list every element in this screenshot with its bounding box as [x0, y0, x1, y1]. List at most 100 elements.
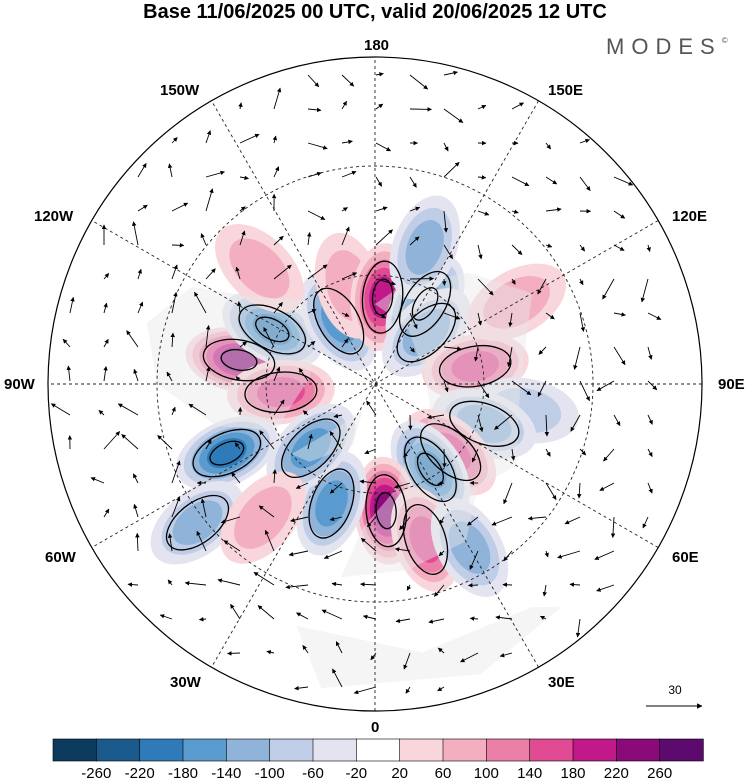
colorbar-swatch [269, 738, 314, 762]
wind-vector [602, 278, 615, 300]
wind-vector [117, 403, 139, 416]
contour-line [411, 287, 439, 321]
wind-vector [341, 74, 355, 87]
colorbar-swatch [356, 738, 401, 762]
wind-vector [167, 163, 173, 178]
colorbar-tick-label: 180 [560, 765, 586, 782]
wind-vector [171, 291, 178, 314]
meridian-line [211, 100, 539, 668]
wind-vector [167, 579, 173, 586]
wind-vector [511, 244, 523, 256]
colorbar-swatch [442, 738, 488, 762]
wind-vector [599, 482, 615, 491]
wind-vector [375, 72, 384, 77]
colorbar-tick-label: -180 [167, 765, 199, 782]
anomaly-blob [290, 428, 331, 469]
wind-vector [353, 686, 377, 695]
wind-vector [647, 448, 653, 457]
wind-vector [132, 473, 139, 484]
colorbar-tick-label: -260 [81, 765, 112, 782]
wind-vector [427, 414, 445, 420]
wind-vector [194, 291, 207, 314]
wind-vector [471, 448, 479, 463]
colorbar-tick-label: -100 [254, 765, 285, 782]
wind-vector [50, 403, 71, 416]
wind-vector [375, 142, 391, 152]
wind-vector [443, 210, 449, 233]
wind-vector [90, 477, 105, 484]
wind-vector [285, 584, 309, 590]
wind-vector [443, 346, 462, 351]
wind-vector [126, 330, 139, 348]
wind-vector [409, 74, 429, 90]
wind-vector [403, 652, 411, 670]
wind-vector [341, 139, 353, 145]
wind-vector [170, 332, 175, 348]
anomaly-blob [219, 347, 259, 373]
colorbar-tick-label: 260 [647, 765, 673, 782]
wind-vector [642, 516, 649, 529]
wind-vector [545, 482, 557, 500]
wind-vector [234, 442, 241, 450]
wind-vector [494, 414, 513, 430]
wind-vector [171, 460, 181, 484]
contour-line [375, 492, 397, 530]
wind-vector [223, 540, 241, 552]
label-30e: 30E [548, 674, 575, 691]
wind-vector [647, 346, 653, 360]
wind-vector [393, 482, 411, 489]
wind-vector [646, 244, 651, 252]
wind-vector [491, 516, 513, 526]
colorbar-swatch [226, 738, 271, 762]
wind-vector [495, 615, 513, 620]
wind-vector [133, 503, 139, 518]
contour-line [238, 304, 307, 355]
wind-vector [329, 482, 343, 494]
colorbar-tick-label: 220 [603, 765, 629, 782]
wind-vector [103, 431, 121, 450]
wind-vector [307, 309, 317, 314]
wind-vector [409, 312, 418, 330]
wind-vector [405, 686, 411, 694]
colorbar-swatch [572, 738, 618, 762]
wind-vector [263, 327, 275, 348]
colorbar-swatch [529, 738, 574, 762]
colorbar-tick-label: 140 [517, 765, 543, 782]
colorbar-tick-label: 20 [391, 765, 409, 782]
wind-vector [375, 176, 383, 187]
contour-line [371, 278, 394, 316]
wind-vector [341, 170, 357, 178]
wind-vector [184, 580, 207, 586]
contour-line [244, 371, 318, 414]
anomaly-blob [256, 377, 305, 408]
wind-vector [307, 433, 313, 450]
wind-vector [341, 338, 349, 348]
wind-vector [433, 584, 445, 597]
wind-vector [477, 380, 490, 399]
wind-vector [306, 232, 312, 246]
wind-vector [469, 550, 479, 570]
wind-vector [258, 505, 275, 518]
wind-vector [443, 142, 449, 152]
wind-vector [439, 516, 445, 525]
meridian-line [91, 220, 659, 548]
wind-vector [437, 647, 445, 654]
wind-vector [323, 550, 343, 559]
wind-vector [503, 482, 513, 505]
wind-vector [227, 651, 241, 656]
wind-vector [332, 668, 343, 688]
label-120e: 120E [672, 208, 708, 225]
contour-line [255, 316, 290, 343]
colorbar-swatch [96, 738, 141, 762]
wind-vector [307, 142, 328, 150]
wind-vector [527, 516, 547, 521]
wind-vector [511, 209, 519, 214]
wind-vector [395, 618, 411, 624]
wind-vector [467, 516, 479, 526]
map-boundary [47, 56, 703, 712]
wind-vector [408, 414, 413, 431]
contour-line [192, 428, 262, 478]
wind-vector [307, 210, 326, 221]
wind-vector [171, 406, 176, 416]
wind-vector [364, 448, 377, 455]
